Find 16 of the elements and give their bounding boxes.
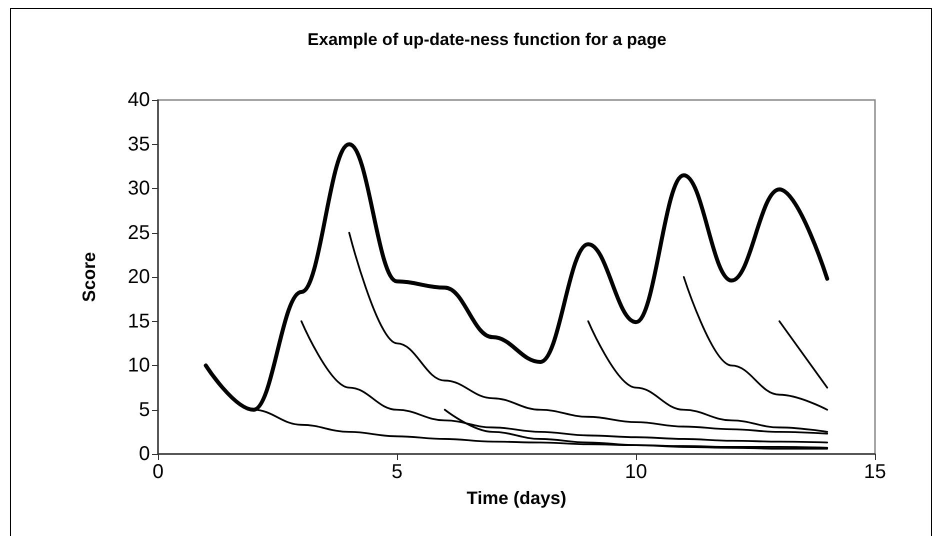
y-axis-title: Score	[79, 252, 99, 302]
y-tick-label: 35	[128, 133, 150, 156]
y-tick-label: 5	[138, 398, 150, 421]
y-tick-label: 40	[128, 89, 150, 111]
x-tick-label: 0	[152, 461, 164, 483]
x-tick-label: 15	[864, 461, 886, 483]
x-tick-label: 10	[624, 461, 648, 483]
y-tick-label: 25	[128, 222, 150, 244]
chart-title: Example of up-date-ness function for a page	[308, 30, 666, 49]
x-tick-label: 5	[391, 461, 403, 483]
y-tick-label: 0	[138, 443, 150, 465]
y-tick-label: 15	[128, 310, 150, 332]
y-tick-label: 20	[128, 266, 150, 288]
y-tick-label: 30	[128, 178, 150, 200]
x-axis-title: Time (days)	[466, 488, 566, 508]
y-tick-label: 10	[128, 354, 150, 376]
